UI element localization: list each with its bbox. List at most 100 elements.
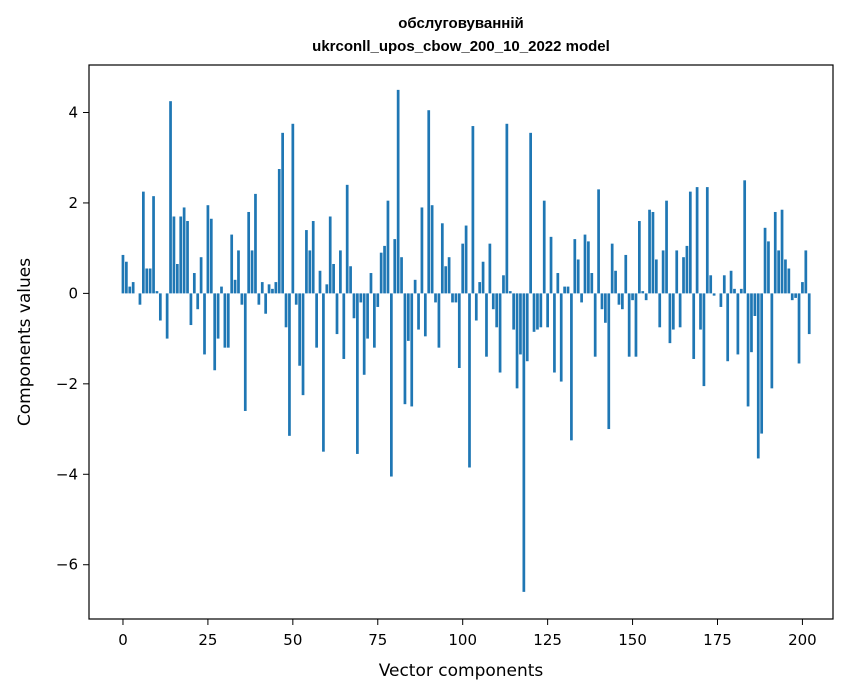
bar-63 xyxy=(335,293,339,335)
bar-33 xyxy=(233,279,237,294)
y-tick-label: 4 xyxy=(68,103,78,121)
bar-123 xyxy=(539,293,543,328)
bar-147 xyxy=(621,293,624,310)
bar-110 xyxy=(495,293,499,328)
y-tick-label: −6 xyxy=(56,556,78,574)
bar-168 xyxy=(692,293,696,359)
bar-126 xyxy=(549,236,553,294)
bar-149 xyxy=(627,293,631,357)
bar-115 xyxy=(512,293,516,330)
bar-88 xyxy=(420,207,424,294)
bar-145 xyxy=(614,270,617,294)
x-tick-label: 125 xyxy=(533,631,562,649)
bar-57 xyxy=(315,293,318,348)
bar-113 xyxy=(505,123,509,294)
bar-136 xyxy=(583,234,587,294)
bar-35 xyxy=(240,293,244,305)
bar-10 xyxy=(155,291,159,294)
bar-79 xyxy=(390,293,393,477)
y-tick-label: −4 xyxy=(56,465,78,483)
bar-53 xyxy=(301,293,305,396)
bar-176 xyxy=(719,293,723,307)
bar-200 xyxy=(801,282,804,294)
bar-26 xyxy=(209,218,213,294)
bar-2 xyxy=(128,286,132,294)
bar-148 xyxy=(624,254,628,294)
bar-76 xyxy=(379,252,383,294)
bar-140 xyxy=(597,189,600,294)
bar-173 xyxy=(709,275,713,294)
x-tick-label: 150 xyxy=(618,631,647,649)
bar-164 xyxy=(678,293,682,328)
bar-14 xyxy=(169,101,172,294)
bar-84 xyxy=(406,293,410,341)
bar-194 xyxy=(780,209,784,294)
bar-182 xyxy=(739,288,743,294)
y-tick-label: 0 xyxy=(68,284,78,302)
bar-51 xyxy=(294,293,298,305)
bar-42 xyxy=(264,293,268,314)
bar-0 xyxy=(121,254,125,294)
bar-17 xyxy=(179,216,183,294)
bar-135 xyxy=(580,293,583,303)
bar-95 xyxy=(444,266,448,294)
chart-title-line-1: обслуговуванній xyxy=(398,15,524,32)
bar-13 xyxy=(165,293,169,339)
bar-49 xyxy=(288,293,291,436)
bar-139 xyxy=(593,293,597,357)
x-axis-ticks: 0 25 50 75 100 125 150 175 200 xyxy=(118,619,817,649)
bar-169 xyxy=(695,187,699,294)
bar-130 xyxy=(563,286,566,294)
bar-87 xyxy=(417,293,420,330)
bar-198 xyxy=(794,293,797,298)
bar-47 xyxy=(281,132,284,294)
bar-48 xyxy=(284,293,288,328)
bar-187 xyxy=(756,293,760,459)
bar-154 xyxy=(644,293,648,301)
bar-120 xyxy=(529,132,532,294)
bar-193 xyxy=(777,250,780,294)
bar-119 xyxy=(525,293,529,362)
bar-160 xyxy=(665,200,668,294)
bar-50 xyxy=(291,123,295,294)
bar-186 xyxy=(753,293,757,316)
bar-89 xyxy=(423,293,427,337)
bar-124 xyxy=(542,200,546,294)
bar-171 xyxy=(702,293,706,387)
bar-188 xyxy=(760,293,764,434)
bar-21 xyxy=(192,273,196,294)
bar-180 xyxy=(733,288,736,294)
bar-190 xyxy=(767,241,770,294)
bar-181 xyxy=(736,293,740,355)
bar-80 xyxy=(393,239,397,294)
bar-177 xyxy=(722,275,726,294)
y-axis-ticks: −6 −4 −2 0 2 4 xyxy=(56,103,89,574)
bar-23 xyxy=(199,257,203,294)
bar-106 xyxy=(481,261,485,294)
bar-128 xyxy=(556,273,560,294)
bar-134 xyxy=(576,259,580,294)
bar-3 xyxy=(131,282,135,294)
bar-85 xyxy=(410,293,414,407)
bar-202 xyxy=(807,293,811,335)
plot-frame xyxy=(88,64,834,620)
chart-title-line-2: ukrconll_upos_cbow_200_10_2022 model xyxy=(312,38,610,55)
bar-142 xyxy=(604,293,607,323)
x-tick-label: 50 xyxy=(283,631,302,649)
bar-96 xyxy=(447,257,451,294)
bar-191 xyxy=(770,293,774,389)
x-tick-label: 200 xyxy=(788,631,817,649)
bar-46 xyxy=(277,169,281,294)
bar-100 xyxy=(461,243,465,294)
bar-39 xyxy=(254,193,257,294)
bar-144 xyxy=(610,243,614,294)
bar-196 xyxy=(787,268,791,294)
bar-108 xyxy=(488,243,492,294)
x-tick-label: 75 xyxy=(368,631,387,649)
bar-43 xyxy=(267,284,271,294)
bar-5 xyxy=(138,293,142,305)
bar-129 xyxy=(559,293,563,382)
bar-143 xyxy=(607,293,611,430)
bar-41 xyxy=(260,282,264,294)
